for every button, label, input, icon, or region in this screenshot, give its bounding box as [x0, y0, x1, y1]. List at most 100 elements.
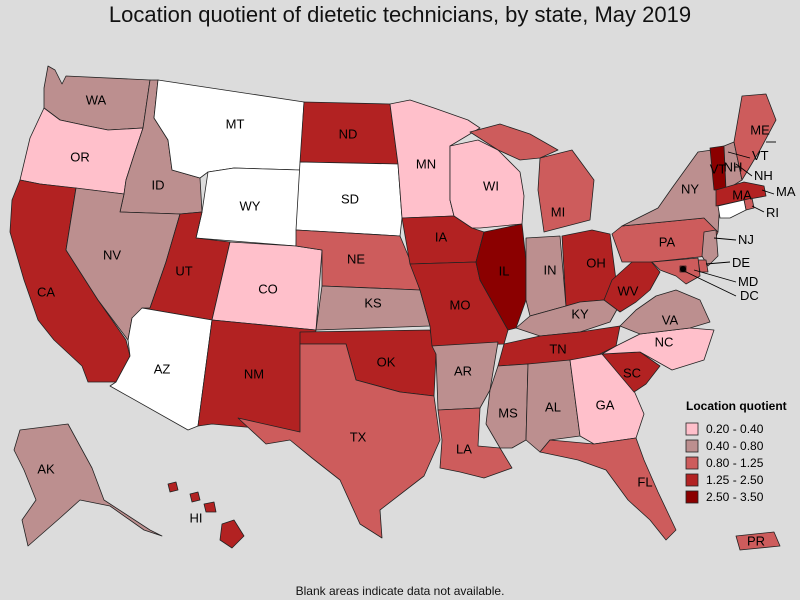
state-shapes — [9, 65, 781, 551]
state-label-ia: IA — [435, 229, 448, 244]
state-label-vt: VT — [710, 161, 727, 176]
legend-swatch — [685, 456, 699, 470]
state-wv — [603, 257, 661, 313]
footnote: Blank areas indicate data not available. — [295, 584, 505, 598]
state-label-ar: AR — [454, 363, 472, 378]
state-label-vt: VT — [752, 148, 769, 163]
state-label-me: ME — [750, 122, 770, 137]
state-label-de: DE — [732, 255, 750, 270]
state-label-pa: PA — [659, 234, 676, 249]
legend-swatch — [685, 439, 699, 453]
state-label-mo: MO — [450, 297, 471, 312]
state-label-ri: RI — [766, 205, 779, 220]
state-label-wv: WV — [618, 283, 639, 298]
state-label-sc: SC — [623, 365, 641, 380]
state-ma — [715, 181, 767, 207]
state-label-mi: MI — [551, 204, 565, 219]
state-me — [733, 93, 777, 181]
state-nj — [701, 229, 719, 267]
legend-swatch — [685, 422, 699, 436]
state-la — [437, 407, 513, 479]
state-fl — [539, 437, 677, 541]
state-label-ny: NY — [681, 181, 699, 196]
legend-swatch — [685, 473, 699, 487]
leader-line — [681, 269, 737, 297]
state-ct — [717, 199, 747, 219]
state-ak — [13, 423, 163, 547]
state-label-nm: NM — [244, 366, 264, 381]
legend-label: 2.50 - 3.50 — [706, 490, 764, 504]
state-ky — [515, 299, 621, 337]
state-va — [619, 289, 711, 335]
state-label-tx: TX — [350, 429, 367, 444]
state-label-nc: NC — [655, 334, 674, 349]
state-label-il: IL — [499, 263, 510, 278]
legend-label: 0.20 - 0.40 — [706, 422, 764, 436]
state-label-nh: NH — [724, 159, 743, 174]
state-label-la: LA — [456, 441, 472, 456]
state-label-hi: HI — [190, 510, 203, 525]
state-label-nv: NV — [103, 247, 121, 262]
state-label-ca: CA — [37, 284, 55, 299]
legend-swatch — [685, 490, 699, 504]
state-label-ma: MA — [776, 184, 796, 199]
legend-label: 1.25 - 2.50 — [706, 473, 764, 487]
state-label-ky: KY — [571, 306, 589, 321]
state-label-ut: UT — [175, 263, 192, 278]
state-ny — [621, 149, 721, 233]
state-label-md: MD — [738, 274, 758, 289]
state-label-nj: NJ — [738, 232, 754, 247]
legend: Location quotient 0.20 - 0.40 0.40 - 0.80 0… — [685, 399, 787, 504]
leader-line — [713, 237, 737, 241]
state-label-in: IN — [544, 262, 557, 277]
dc-marker — [680, 266, 686, 272]
state-label-ma: MA — [732, 187, 752, 202]
state-mi-part — [469, 123, 559, 161]
state-sd — [295, 161, 403, 237]
state-label-va: VA — [662, 312, 679, 327]
state-md — [651, 257, 701, 285]
state-label-nd: ND — [339, 126, 358, 141]
state-hi-part — [189, 491, 201, 503]
state-label-wy: WY — [240, 198, 261, 213]
state-label-ga: GA — [596, 397, 615, 412]
leader-line — [727, 151, 751, 159]
state-tx — [237, 343, 441, 539]
state-label-fl: FL — [637, 474, 652, 489]
state-labels: WA OR CA ID NV MT WY UT AZ CO NM ND SD NE KS OK TX MN IA MO… — [37, 92, 796, 548]
state-hi-part — [167, 481, 179, 493]
leader-line — [761, 189, 775, 195]
state-hi — [219, 519, 245, 549]
state-label-or: OR — [70, 149, 90, 164]
state-label-pr: PR — [747, 533, 765, 548]
state-label-nh: NH — [754, 168, 773, 183]
state-label-az: AZ — [154, 361, 171, 376]
state-label-id: ID — [152, 177, 165, 192]
legend-title: Location quotient — [686, 399, 787, 413]
state-mi — [537, 149, 595, 233]
state-label-sd: SD — [341, 191, 359, 206]
state-label-tn: TN — [549, 341, 566, 356]
state-label-dc: DC — [740, 288, 759, 303]
state-label-al: AL — [545, 399, 561, 414]
state-label-ak: AK — [37, 461, 55, 476]
state-label-ne: NE — [347, 251, 365, 266]
legend-label: 0.80 - 1.25 — [706, 456, 764, 470]
state-label-ks: KS — [364, 295, 382, 310]
state-label-co: CO — [258, 281, 278, 296]
state-label-oh: OH — [586, 255, 606, 270]
leader-line — [693, 269, 737, 283]
map-title: Location quotient of dietetic technician… — [108, 2, 692, 27]
state-label-wa: WA — [86, 92, 107, 107]
state-pr — [735, 531, 781, 551]
state-label-ms: MS — [498, 405, 518, 420]
state-label-ok: OK — [377, 354, 396, 369]
leader-line — [735, 163, 753, 177]
state-label-mn: MN — [416, 156, 436, 171]
state-label-wi: WI — [483, 178, 499, 193]
leader-line — [705, 261, 731, 265]
state-hi-part — [203, 501, 217, 513]
state-co — [211, 241, 323, 331]
